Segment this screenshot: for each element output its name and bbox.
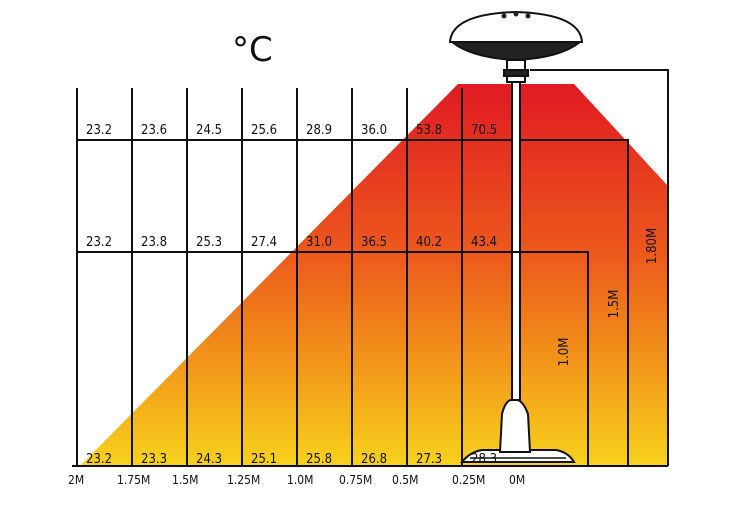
distance-label: 1.0M bbox=[287, 473, 313, 487]
height-label: 1.0M bbox=[557, 338, 572, 367]
height-brackets bbox=[480, 69, 669, 466]
distance-label: 1.25M bbox=[227, 473, 260, 487]
temperature-value: 53.8 bbox=[416, 123, 442, 138]
temperature-value: 27.4 bbox=[251, 235, 277, 250]
temperature-value: 26.8 bbox=[361, 452, 387, 467]
temperature-value: 36.5 bbox=[361, 235, 387, 250]
temperature-value: 28.9 bbox=[306, 123, 332, 138]
temperature-value: 36.0 bbox=[361, 123, 387, 138]
distance-label: 1.75M bbox=[117, 473, 150, 487]
distance-label: 0M bbox=[509, 473, 525, 487]
temperature-value: 43.4 bbox=[471, 235, 497, 250]
temperature-value: 24.5 bbox=[196, 123, 222, 138]
heat-zone bbox=[80, 84, 668, 466]
temperature-value: 23.2 bbox=[86, 235, 112, 250]
temperature-value: 23.2 bbox=[86, 452, 112, 467]
height-label: 1.80M bbox=[645, 228, 660, 264]
temperature-value: 23.8 bbox=[141, 235, 167, 250]
distance-label: 0.25M bbox=[452, 473, 485, 487]
temperature-value: 31.0 bbox=[306, 235, 332, 250]
temperature-value: 25.1 bbox=[251, 452, 277, 467]
temperature-value: 27.3 bbox=[416, 452, 442, 467]
temperature-value: 28.3 bbox=[471, 452, 497, 467]
distance-label: 2M bbox=[68, 473, 84, 487]
temperature-value: 23.6 bbox=[141, 123, 167, 138]
temperature-value: 25.8 bbox=[306, 452, 332, 467]
temperature-value: 40.2 bbox=[416, 235, 442, 250]
height-label: 1.5M bbox=[607, 290, 622, 319]
heater-icon bbox=[448, 10, 584, 463]
distance-label: 0.5M bbox=[392, 473, 418, 487]
temperature-value: 25.6 bbox=[251, 123, 277, 138]
temperature-value: 23.2 bbox=[86, 123, 112, 138]
distance-label: 0.75M bbox=[339, 473, 372, 487]
distance-label: 1.5M bbox=[172, 473, 198, 487]
temperature-value: 70.5 bbox=[471, 123, 497, 138]
temperature-value: 24.3 bbox=[196, 452, 222, 467]
temperature-value: 25.3 bbox=[196, 235, 222, 250]
temperature-value: 23.3 bbox=[141, 452, 167, 467]
unit-label: °C bbox=[232, 30, 273, 70]
